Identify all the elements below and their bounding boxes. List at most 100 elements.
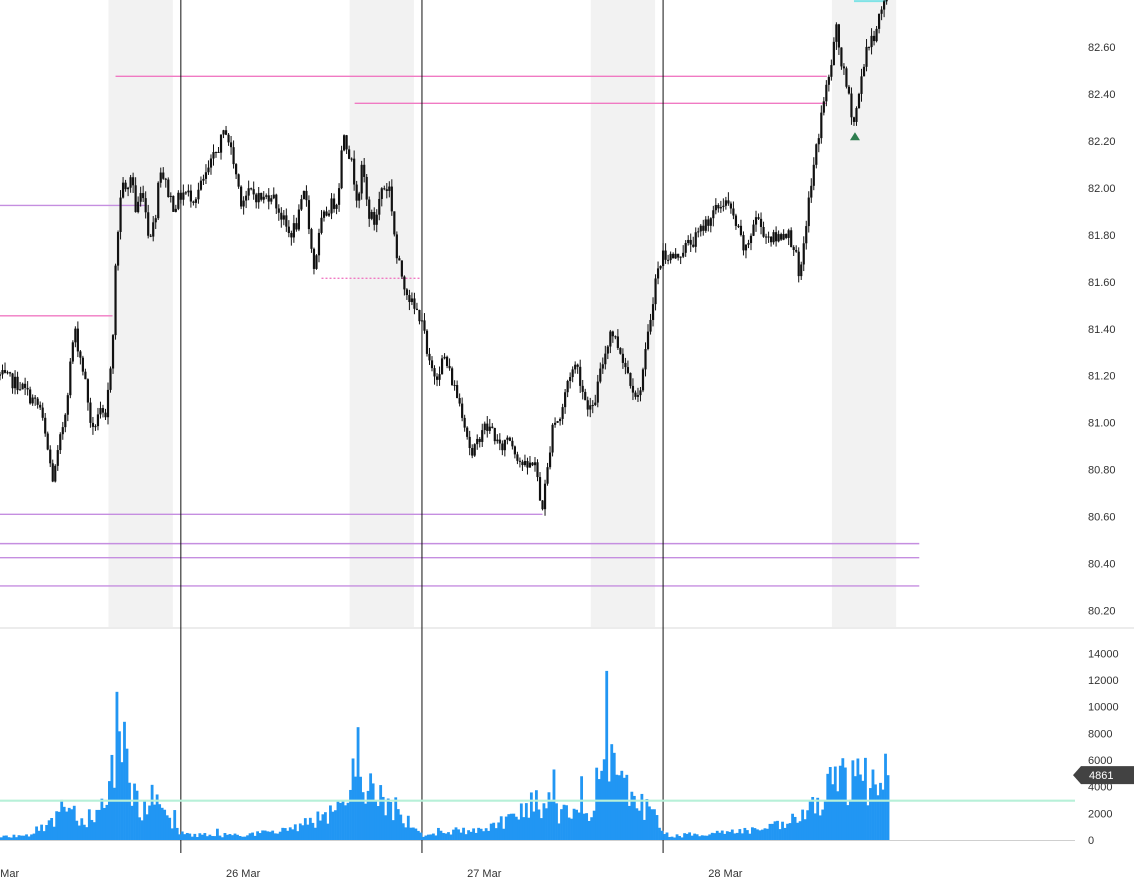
candle-160 bbox=[400, 260, 403, 279]
candle-235 bbox=[589, 397, 592, 418]
volume-axis[interactable]: 0 2000 4000 6000 8000 10000 12000 14000 4861 bbox=[1073, 648, 1134, 847]
candle-37 bbox=[91, 416, 95, 435]
volume-bar-114 bbox=[286, 830, 290, 840]
candle-241 bbox=[604, 345, 607, 370]
volume-bar-178 bbox=[447, 832, 450, 840]
candle-161 bbox=[403, 275, 406, 296]
volume-bar-268 bbox=[673, 837, 676, 840]
volume-bar-188 bbox=[472, 828, 476, 840]
volume-bar-288 bbox=[723, 833, 727, 840]
volume-bar-305 bbox=[766, 828, 769, 840]
candle-146 bbox=[365, 174, 368, 207]
volume-bar-216 bbox=[542, 803, 546, 840]
candle-body bbox=[805, 226, 808, 244]
candle-body bbox=[410, 298, 414, 303]
volume-bar-294 bbox=[738, 829, 742, 840]
candle-252 bbox=[631, 378, 635, 401]
candle-body bbox=[325, 211, 328, 216]
candle-236 bbox=[591, 400, 594, 414]
candle-96 bbox=[240, 185, 243, 210]
candle-165 bbox=[413, 292, 416, 315]
candle-body bbox=[99, 408, 102, 415]
candle-body bbox=[629, 372, 632, 386]
candle-body bbox=[39, 404, 42, 408]
candle-body bbox=[285, 215, 288, 227]
candle-body bbox=[501, 443, 504, 451]
candle-331 bbox=[830, 59, 833, 81]
volume-bar-120 bbox=[301, 825, 305, 840]
candle-body bbox=[611, 331, 614, 337]
candle-288 bbox=[722, 198, 725, 212]
candle-body bbox=[207, 167, 210, 173]
volume-bar-58 bbox=[145, 814, 149, 840]
session-shading bbox=[108, 0, 897, 627]
candle-body bbox=[842, 66, 846, 69]
volume-bar-50 bbox=[125, 748, 129, 840]
candle-body bbox=[699, 225, 702, 232]
candle-185 bbox=[463, 414, 466, 432]
volume-bar-290 bbox=[728, 831, 732, 840]
volume-bar-274 bbox=[688, 832, 692, 840]
volume-bar-88 bbox=[221, 837, 224, 840]
candle-338 bbox=[847, 84, 851, 95]
candle-224 bbox=[561, 403, 564, 425]
candle-314 bbox=[787, 228, 790, 246]
volume-bar-43 bbox=[108, 781, 111, 840]
candle-body bbox=[538, 477, 542, 501]
price-axis[interactable]: 80.20 80.40 80.60 80.80 81.00 81.20 81.40 81.60… bbox=[1088, 42, 1116, 618]
candle-265 bbox=[664, 243, 667, 264]
candle-202 bbox=[506, 435, 509, 445]
volume-tick-label: 12000 bbox=[1088, 675, 1119, 687]
candle-body bbox=[302, 190, 306, 200]
volume-bar-218 bbox=[547, 792, 551, 840]
candle-34 bbox=[84, 368, 87, 380]
candle-body bbox=[564, 392, 567, 408]
volume-bar-33 bbox=[82, 824, 86, 840]
candle-body bbox=[375, 214, 378, 225]
candle-body bbox=[101, 408, 105, 413]
candle-271 bbox=[679, 256, 682, 265]
volume-bar-279 bbox=[700, 835, 704, 840]
candle-60 bbox=[149, 233, 152, 238]
candle-body bbox=[56, 450, 59, 466]
candle-body bbox=[491, 426, 494, 429]
volume-bar-60 bbox=[150, 784, 154, 840]
candle-body bbox=[418, 309, 421, 322]
candle-body bbox=[634, 392, 637, 397]
candle-body bbox=[222, 130, 225, 135]
candle-318 bbox=[797, 247, 800, 283]
candle-body bbox=[398, 258, 401, 261]
candle-body bbox=[49, 449, 52, 464]
candle-body bbox=[104, 412, 107, 418]
volume-bar-66 bbox=[165, 815, 169, 840]
price-tick-label: 81.40 bbox=[1088, 324, 1116, 336]
candle-body bbox=[589, 405, 592, 410]
candle-188 bbox=[471, 444, 474, 459]
candle-84 bbox=[209, 154, 213, 175]
candle-body bbox=[365, 176, 368, 200]
volume-bar-208 bbox=[522, 817, 526, 840]
volume-bar-310 bbox=[778, 829, 782, 840]
volume-bar-140 bbox=[351, 758, 355, 840]
candle-88 bbox=[219, 134, 223, 160]
candle-276 bbox=[692, 236, 695, 248]
candle-body bbox=[812, 164, 815, 186]
volume-bar-167 bbox=[419, 832, 423, 840]
candle-body bbox=[641, 369, 645, 391]
volume-bar-38 bbox=[95, 809, 99, 840]
candle-body bbox=[182, 192, 185, 200]
candle-body bbox=[566, 380, 569, 393]
candle-body bbox=[189, 190, 192, 202]
candle-115 bbox=[287, 220, 290, 238]
candle-159 bbox=[398, 255, 401, 261]
volume-bar-75 bbox=[188, 833, 192, 840]
candle-30 bbox=[74, 326, 77, 348]
time-axis[interactable]: 25 Mar 26 Mar 27 Mar 28 Mar bbox=[0, 868, 743, 880]
candle-124 bbox=[310, 227, 313, 253]
volume-bar-118 bbox=[296, 831, 300, 840]
candle-body bbox=[370, 211, 373, 219]
candle-90 bbox=[224, 125, 228, 136]
volume-bar-40 bbox=[100, 798, 104, 840]
candle-body bbox=[327, 213, 331, 216]
